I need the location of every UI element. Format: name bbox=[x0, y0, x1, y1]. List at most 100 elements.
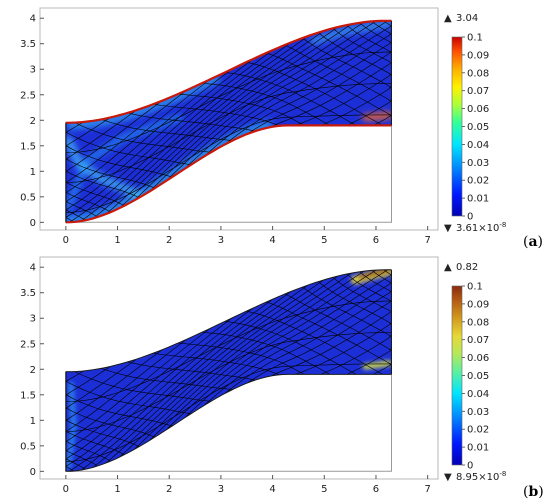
mesh-line-diag-b bbox=[65, 122, 173, 178]
mesh-line-diag-b bbox=[65, 122, 86, 221]
colorbar-tick-label: 0.09 bbox=[467, 299, 489, 310]
mesh-line-diag-b bbox=[153, 103, 280, 127]
panel-label-open: ( bbox=[523, 484, 528, 500]
colorbar-tick-label: 0.09 bbox=[467, 50, 489, 61]
mesh-line-diag-b bbox=[201, 331, 331, 375]
mesh-line-diag-b bbox=[153, 352, 280, 376]
x-tick-label: 5 bbox=[321, 235, 327, 246]
panel-label-close: ) bbox=[538, 234, 543, 250]
min-label-base: 8.95×10 bbox=[456, 472, 499, 483]
colorbar-tick-label: 0.06 bbox=[467, 353, 489, 364]
y-axis-ticks: 0 0.5 1 1.5 2 2.5 3 3.5 4 bbox=[20, 263, 44, 478]
colorbar-tick-label: 0.06 bbox=[467, 104, 489, 115]
field-background bbox=[65, 269, 392, 472]
colorbar-tick-label: 0.01 bbox=[467, 194, 489, 205]
mesh-line-diag-b bbox=[65, 122, 140, 199]
x-tick-label: 7 bbox=[424, 235, 430, 246]
upper-boundary bbox=[65, 269, 392, 373]
colorbar-tick-label: 0 bbox=[467, 461, 473, 472]
mesh-line-long bbox=[65, 332, 392, 432]
min-marker: ▼ bbox=[444, 223, 452, 234]
x-tick-label: 2 bbox=[166, 235, 172, 246]
colorbar-tick-label: 0.07 bbox=[467, 335, 489, 346]
max-marker: ▲ bbox=[444, 13, 452, 24]
colorbar-tick-label: 0.05 bbox=[467, 122, 489, 133]
x-tick-label: 4 bbox=[269, 484, 275, 495]
panel-label-close: ) bbox=[538, 484, 543, 500]
panel-label: (b) bbox=[523, 484, 544, 500]
x-tick-label: 1 bbox=[114, 484, 120, 495]
y-tick-label: 1.5 bbox=[20, 141, 36, 152]
mesh-line-diag-a bbox=[65, 117, 111, 223]
colorbar-tick-label: 0.03 bbox=[467, 407, 489, 418]
colorbar-tick-label: 0 bbox=[467, 212, 473, 223]
y-tick-label: 1 bbox=[30, 416, 36, 427]
mesh-line-diag-b bbox=[101, 119, 233, 141]
mesh-line-diag-b bbox=[65, 371, 173, 427]
y-tick-label: 3.5 bbox=[20, 39, 36, 50]
mesh-line-diag-b bbox=[74, 371, 212, 402]
y-tick-label: 1 bbox=[30, 167, 36, 178]
y-tick-label: 4 bbox=[30, 263, 36, 274]
mesh-line-diag-b bbox=[101, 368, 233, 390]
mesh-line-long bbox=[65, 300, 392, 402]
x-tick-label: 1 bbox=[114, 235, 120, 246]
x-axis-ticks: 0 1 2 3 4 5 6 7 bbox=[63, 226, 431, 246]
mesh-line-diag-b bbox=[127, 112, 256, 132]
mesh-line-diag-a bbox=[65, 90, 187, 223]
mesh-line-diag-b bbox=[224, 72, 357, 126]
x-tick-label: 3 bbox=[218, 235, 224, 246]
y-tick-label: 3 bbox=[30, 314, 36, 325]
x-tick-label: 0 bbox=[63, 484, 69, 495]
x-tick-label: 2 bbox=[166, 484, 172, 495]
y-tick-label: 4 bbox=[30, 14, 36, 25]
y-tick-label: 3.5 bbox=[20, 288, 36, 299]
min-label-exponent: -8 bbox=[499, 470, 506, 478]
mesh-line-long bbox=[65, 83, 392, 183]
colorbar-gradient bbox=[451, 285, 463, 466]
colorbar: 0.1 0.09 0.08 0.07 0.06 0.05 0.04 0.03 0.02 0.01 0 bbox=[451, 282, 489, 472]
mesh-line-diag-b bbox=[65, 122, 192, 165]
y-tick-label: 0 bbox=[30, 467, 36, 478]
panel-letter: a bbox=[528, 234, 537, 250]
lower-edge-glow bbox=[65, 120, 273, 223]
mesh-line-diag-b bbox=[74, 122, 212, 153]
min-label: 8.95×10-8 bbox=[456, 470, 506, 483]
colorbar-tick-label: 0.02 bbox=[467, 176, 489, 187]
mesh-line-diag-a bbox=[65, 109, 137, 223]
field-layer bbox=[65, 20, 392, 223]
mesh-line-diag-a bbox=[65, 100, 163, 223]
y-tick-label: 1.5 bbox=[20, 390, 36, 401]
x-tick-label: 6 bbox=[373, 235, 379, 246]
mesh-line-diag-b bbox=[65, 371, 156, 438]
min-label: 3.61×10-8 bbox=[456, 221, 506, 234]
mesh-line-diag-b bbox=[65, 122, 156, 189]
x-tick-label: 7 bbox=[424, 484, 430, 495]
mesh-line-diag-b bbox=[65, 371, 111, 462]
mesh-line-long bbox=[65, 51, 392, 153]
mesh-line-diag-b bbox=[65, 122, 125, 207]
mesh-lines bbox=[65, 20, 392, 223]
mesh-line-long bbox=[65, 114, 392, 213]
lower-boundary bbox=[65, 373, 392, 472]
x-tick-label: 4 bbox=[269, 235, 275, 246]
bottom-right-hot bbox=[362, 111, 392, 122]
panel-letter: b bbox=[528, 484, 538, 500]
mesh-line-diag-b bbox=[246, 310, 383, 375]
x-tick-label: 0 bbox=[63, 235, 69, 246]
top-right-glow bbox=[309, 20, 392, 46]
mesh-domain bbox=[65, 19, 392, 224]
mesh-line-diag-b bbox=[266, 52, 392, 126]
max-label: 3.04 bbox=[456, 13, 478, 24]
colorbar-tick-label: 0.05 bbox=[467, 371, 489, 382]
colorbar-tick-label: 0.02 bbox=[467, 425, 489, 436]
colorbar: 0.1 0.09 0.08 0.07 0.06 0.05 0.04 0.03 0.02 0.01 0 bbox=[451, 33, 489, 223]
colorbar-tick-label: 0.08 bbox=[467, 317, 489, 328]
mesh-line-diag-b bbox=[65, 371, 192, 414]
y-axis-ticks: 0 0.5 1 1.5 2 2.5 3 3.5 4 bbox=[20, 14, 44, 229]
mesh-line-diag-b bbox=[246, 61, 383, 126]
y-tick-label: 2 bbox=[30, 116, 36, 127]
